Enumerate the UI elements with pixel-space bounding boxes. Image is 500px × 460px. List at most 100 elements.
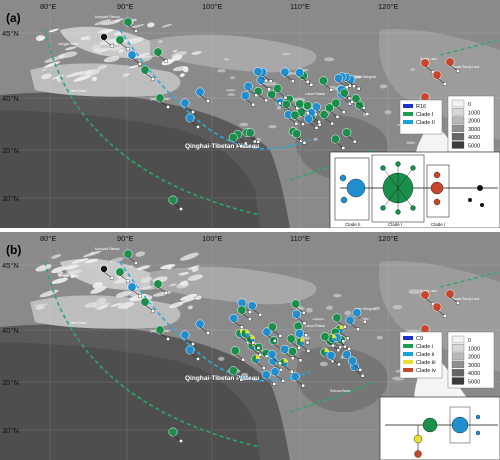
mountain-ridge bbox=[101, 20, 121, 26]
mountain-ridge bbox=[132, 52, 150, 59]
elevation-label: 0 bbox=[468, 338, 471, 344]
mountain-ridge bbox=[97, 64, 108, 70]
place-label: Loess Plateau bbox=[305, 92, 325, 96]
legend-swatch bbox=[403, 344, 413, 348]
sampling-site bbox=[155, 325, 170, 341]
sampling-site bbox=[228, 132, 243, 149]
mountain-ridge bbox=[64, 46, 77, 51]
mountain-ridge bbox=[176, 282, 190, 289]
place-label: Tarim Basin bbox=[70, 321, 87, 325]
mountain-ridge bbox=[110, 302, 122, 307]
mountain-ridge bbox=[178, 297, 198, 304]
sampling-site bbox=[283, 110, 299, 126]
mountain-ridge bbox=[191, 51, 202, 55]
sampling-site bbox=[115, 267, 130, 283]
place-label: Horqin Sandy Land bbox=[452, 65, 480, 69]
terrain-speckle bbox=[239, 122, 249, 127]
mountain-ridge bbox=[180, 252, 199, 261]
mountain-ridge bbox=[42, 68, 47, 72]
mountain-ridge bbox=[103, 56, 120, 63]
sampling-site bbox=[320, 332, 335, 348]
mountain-ridge bbox=[187, 305, 193, 310]
terrain-speckle bbox=[312, 318, 325, 321]
sampling-site bbox=[256, 75, 271, 91]
sampling-site bbox=[240, 329, 255, 345]
latitude-label: 45°N bbox=[2, 29, 19, 38]
mountain-ridge bbox=[147, 22, 155, 28]
sampling-site bbox=[228, 366, 243, 382]
latitude-label: 40°N bbox=[2, 326, 19, 335]
mountain-ridge bbox=[92, 302, 110, 309]
mountain-ridge bbox=[99, 38, 118, 46]
sampling-site bbox=[185, 113, 200, 129]
mountain-ridge bbox=[179, 73, 185, 78]
mountain-ridge bbox=[62, 269, 82, 277]
place-label: Sandy Land bbox=[420, 57, 437, 61]
elevation-label: 0 bbox=[468, 102, 471, 108]
mountain-ridge bbox=[140, 276, 153, 283]
mountain-ridge bbox=[33, 303, 49, 307]
terrain-speckle bbox=[379, 84, 388, 89]
mountain-ridge bbox=[71, 258, 89, 264]
terrain-speckle bbox=[217, 69, 226, 73]
sampling-site bbox=[153, 47, 168, 63]
mountain-ridge bbox=[123, 305, 129, 310]
terrain-speckle bbox=[374, 306, 381, 310]
elevation-label: 2000 bbox=[468, 355, 480, 361]
network-clade-label: Clade I bbox=[388, 222, 402, 227]
legend-label: Clade iii bbox=[416, 360, 436, 366]
terrain-speckle bbox=[326, 305, 334, 311]
sichuan-basin bbox=[295, 346, 389, 413]
mountain-ridge bbox=[141, 285, 154, 290]
mountain-ridge bbox=[86, 35, 91, 41]
legend-label: Clade ii bbox=[416, 352, 434, 358]
sampling-site bbox=[237, 305, 252, 321]
terrain-speckle bbox=[405, 141, 416, 145]
mountain-ridge bbox=[101, 28, 114, 34]
legend-label: Clade i bbox=[416, 344, 433, 350]
mongolia-plateau bbox=[150, 34, 317, 73]
elevation-scale: 0 1000 2000 3000 4000 5000 bbox=[447, 95, 495, 153]
elevation-label: 1000 bbox=[468, 110, 480, 116]
mountain-ridge bbox=[158, 40, 163, 44]
legend-label: Clade II bbox=[416, 120, 435, 126]
terrain-speckle bbox=[305, 307, 313, 313]
sampling-site bbox=[295, 337, 311, 353]
terrain-speckle bbox=[225, 89, 237, 92]
elevation-label: 3000 bbox=[468, 127, 480, 133]
place-label: Junggar Basin bbox=[58, 274, 79, 278]
sampling-site bbox=[318, 76, 334, 92]
mountain-ridge bbox=[117, 301, 135, 309]
place-label: Junggar Basin bbox=[58, 42, 79, 46]
mountain-ridge bbox=[180, 293, 198, 301]
mountain-ridge bbox=[65, 71, 85, 78]
sampling-site bbox=[295, 99, 310, 115]
terrain-speckle bbox=[281, 52, 291, 56]
mountain-ridge bbox=[160, 264, 176, 270]
mountain-ridge bbox=[35, 264, 52, 272]
mountain-ridge bbox=[171, 51, 187, 58]
sampling-site bbox=[247, 301, 262, 317]
boundary-line-northeast bbox=[439, 39, 499, 56]
elevation-label: 5000 bbox=[468, 144, 480, 150]
terrain-speckle bbox=[344, 310, 352, 316]
sampling-site bbox=[253, 67, 268, 83]
sampling-site bbox=[230, 346, 245, 362]
network-clade-label: Clade II bbox=[345, 222, 361, 227]
mountain-ridge bbox=[90, 286, 107, 294]
place-label: Sichuan Basin bbox=[330, 389, 351, 393]
boundary-line-blue bbox=[119, 29, 311, 150]
longitude-label: 110°E bbox=[290, 234, 310, 243]
mountain-ridge bbox=[118, 49, 124, 53]
terrain-speckle bbox=[313, 137, 318, 141]
sampling-site bbox=[445, 57, 460, 73]
sampling-site bbox=[304, 114, 319, 130]
sampling-site bbox=[268, 356, 283, 372]
mountain-ridge bbox=[187, 274, 203, 281]
elevation-label: 2000 bbox=[468, 119, 480, 125]
elevation-label: 4000 bbox=[468, 371, 480, 377]
sampling-site bbox=[420, 58, 435, 74]
sampling-site bbox=[267, 89, 282, 106]
sampling-site bbox=[229, 313, 244, 329]
